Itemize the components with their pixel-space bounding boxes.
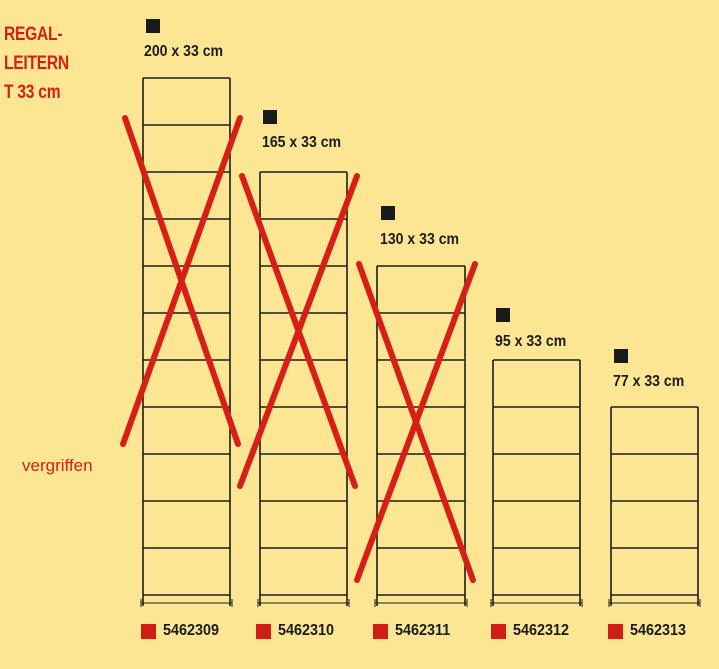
ladder-size-label: 130 x 33 cm — [380, 231, 460, 248]
ladder-size-label: 200 x 33 cm — [144, 43, 224, 60]
article-marker-icon — [373, 623, 388, 639]
cross-out-stroke — [120, 115, 243, 447]
size-marker-icon — [146, 19, 160, 33]
size-marker-icon — [263, 110, 277, 124]
heading-line-3: T 33 cm — [4, 82, 61, 103]
size-marker-icon — [614, 349, 628, 363]
article-number: 5462311 — [395, 622, 451, 639]
article-number: 5462310 — [278, 622, 335, 639]
cross-out-stroke — [354, 261, 478, 583]
cross-out-stroke — [237, 173, 360, 489]
heading-line-1: REGAL- — [4, 24, 63, 45]
article-number: 5462313 — [630, 622, 687, 639]
article-code: 5462310 — [256, 622, 340, 640]
article-marker-icon — [141, 623, 156, 639]
ladder-size-label: 165 x 33 cm — [262, 134, 342, 151]
article-code: 5462313 — [608, 622, 692, 640]
article-marker-icon — [256, 623, 271, 639]
ladder-size-label: 95 x 33 cm — [495, 333, 567, 350]
article-marker-icon — [608, 623, 623, 639]
article-code: 5462312 — [491, 622, 575, 640]
size-marker-icon — [496, 308, 510, 322]
ladder-size-label: 77 x 33 cm — [613, 373, 685, 390]
article-marker-icon — [491, 623, 506, 639]
size-marker-icon — [381, 206, 395, 220]
article-code: 5462311 — [373, 622, 456, 640]
out-of-stock-note: vergriffen — [22, 456, 93, 475]
heading-line-2: LEITERN — [4, 53, 69, 74]
article-code: 5462309 — [141, 622, 225, 640]
article-number: 5462309 — [163, 622, 220, 639]
article-number: 5462312 — [513, 622, 570, 639]
heading: REGAL- LEITERN T 33 cm — [4, 20, 69, 107]
